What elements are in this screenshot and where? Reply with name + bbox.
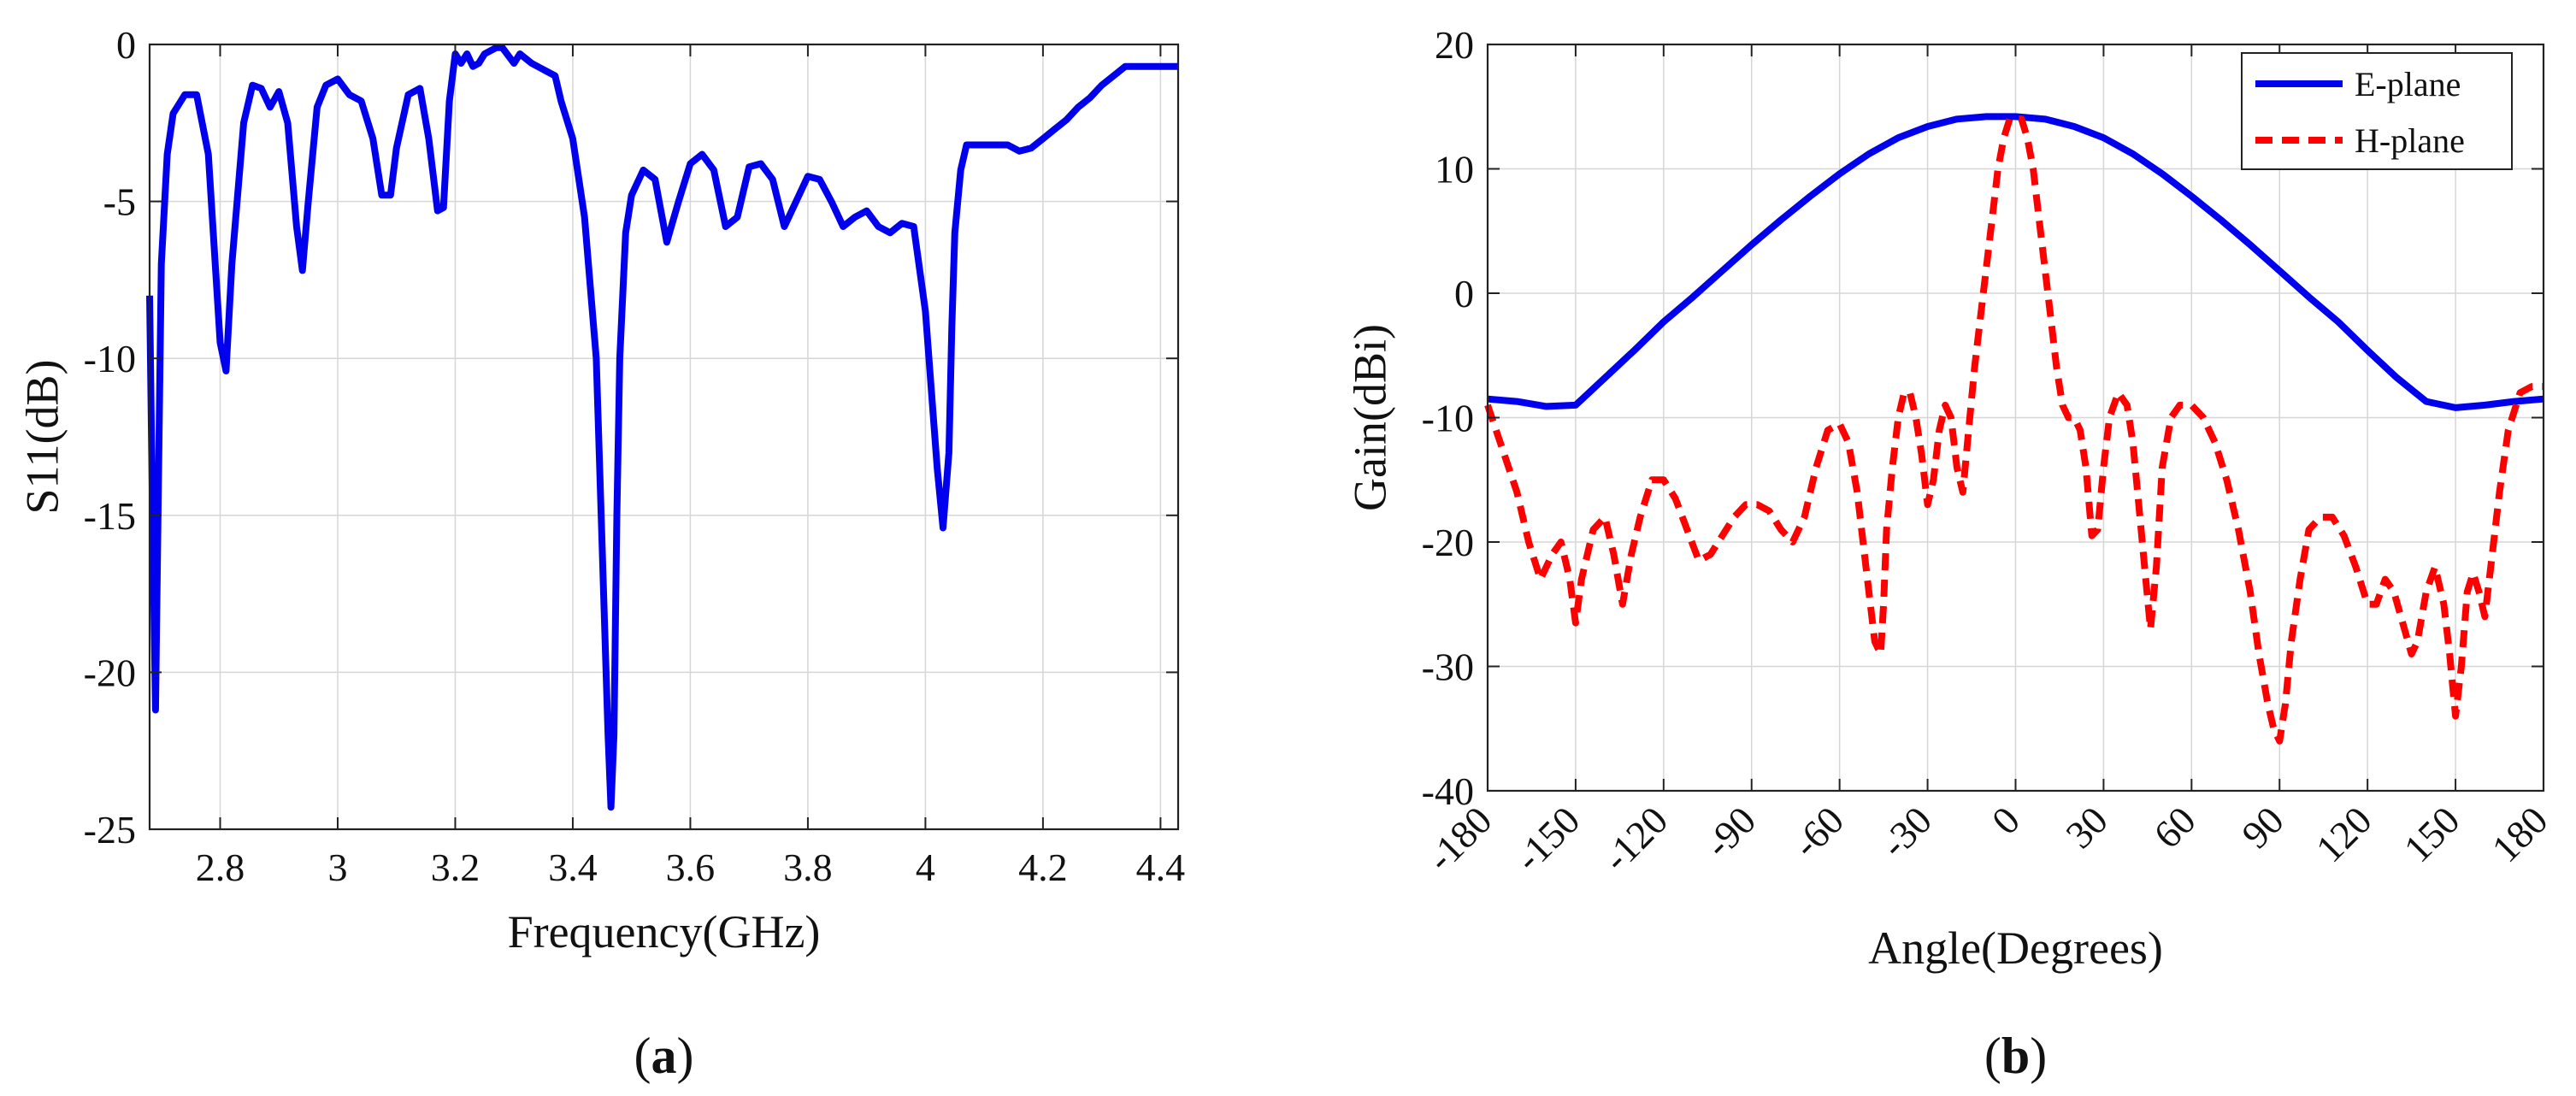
s11-ytick-label-3: -15 [84,494,136,538]
gain-y-axis-label: Gain(dBi) [1344,324,1395,511]
gain-ytick-label-1: 10 [1435,148,1474,192]
s11-ytick-label-4: -20 [84,651,136,694]
gain-legend: E-plane H-plane [2241,52,2513,170]
s11-ticks: 2.8 3 3.2 3.4 3.6 3.8 4 4.2 4.4 0 -5 -10 -15 -20 -25 [84,23,1185,889]
s11-xtick-label-1: 3 [327,846,347,889]
gain-series-h-plane [1484,115,2544,745]
s11-xtick-label-2: 3.2 [431,846,480,889]
panel-label-b: (b) [1984,1028,2047,1084]
panel-label-b-open: ( [1984,1028,2001,1084]
panel-label-a-open: ( [634,1028,651,1084]
legend-label-h-plane: H-plane [2355,121,2465,160]
panel-label-b-letter: b [2001,1028,2030,1084]
gain-ytick-label-3: -10 [1422,397,1474,440]
panel-label-a: (a) [634,1028,694,1084]
s11-xtick-label-4: 3.6 [666,846,716,889]
legend-label-e-plane: E-plane [2355,65,2461,103]
s11-series [146,44,1178,811]
gain-ytick-label-5: -30 [1422,645,1474,689]
s11-xtick-label-8: 4.4 [1136,846,1186,889]
s11-ytick-label-2: -10 [84,337,136,380]
legend-box [2241,52,2513,170]
gain-ytick-label-4: -20 [1422,521,1474,564]
panel-label-a-letter: a [651,1028,677,1084]
gain-ticks: -180 -150 -120 -90 -60 -30 0 30 60 90 120 150 180201… [1418,23,2556,880]
s11-xtick-label-5: 3.8 [783,846,833,889]
gain-ytick-label-0: 20 [1435,23,1474,67]
s11-xtick-label-3: 3.4 [548,846,598,889]
gain-ytick-label-6: -40 [1422,769,1474,813]
s11-xtick-label-6: 4 [916,846,935,889]
s11-y-axis-label: S11(dB) [16,359,68,514]
panel-label-a-close: ) [677,1028,694,1084]
s11-ytick-label-1: -5 [103,180,136,224]
s11-xtick-label-7: 4.2 [1018,846,1068,889]
s11-plot-frame [148,43,1180,831]
s11-chart: 2.8 3 3.2 3.4 3.6 3.8 4 4.2 4.4 0 -5 -10 -15 -20 -25 F… [16,23,1185,1084]
s11-series-line-0 [146,44,1178,811]
gain-series-e-plane [1487,113,2544,411]
panel-label-b-close: ) [2030,1028,2047,1084]
s11-ytick-label-5: -25 [84,808,136,851]
gain-series [1484,113,2544,745]
gain-x-axis-label: Angle(Degrees) [1868,922,2163,974]
s11-xtick-label-0: 2.8 [196,846,245,889]
s11-ytick-label-0: 0 [116,23,136,67]
s11-x-axis-label: Frequency(GHz) [508,906,821,958]
gain-ytick-label-2: 0 [1454,272,1474,315]
gain-chart: -180 -150 -120 -90 -60 -30 0 30 60 90 120 150 180201… [1344,23,2555,1084]
